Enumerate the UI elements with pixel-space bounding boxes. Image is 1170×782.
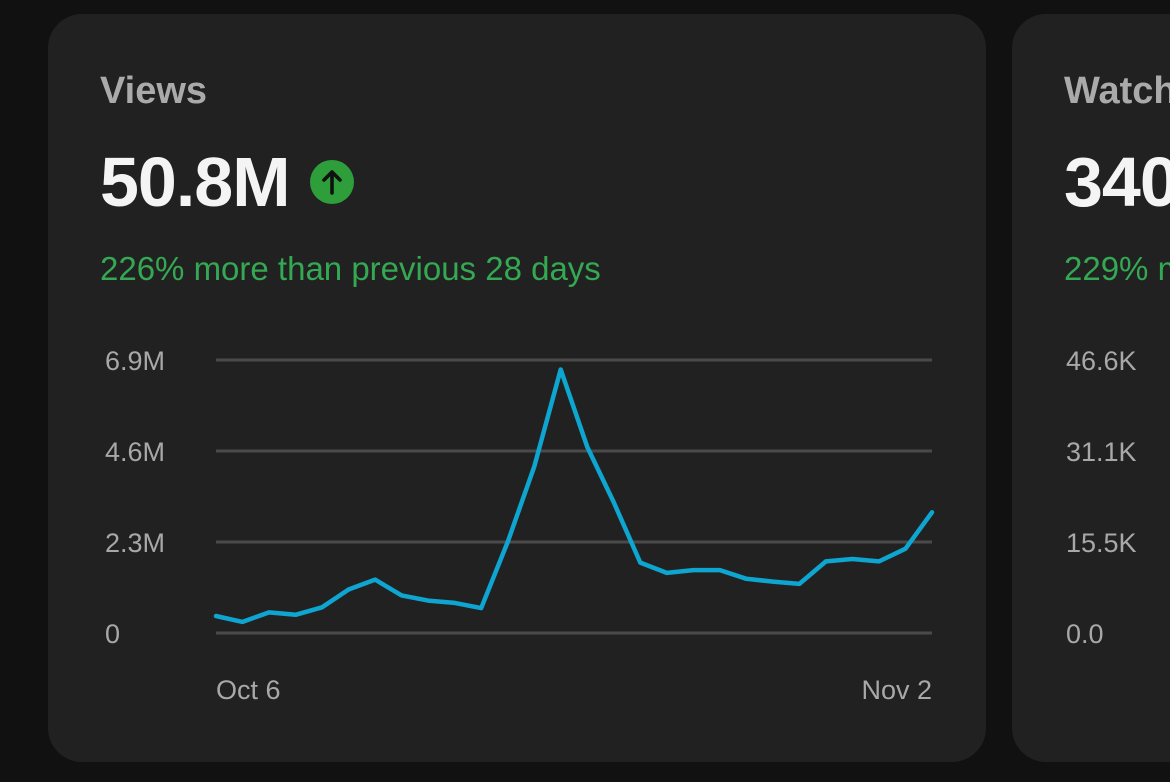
y-tick-label: 2.3M	[105, 528, 165, 558]
metric-title: Views	[100, 70, 208, 112]
y-tick-label: 15.5K	[1066, 528, 1137, 558]
y-tick-label: 0.0	[1066, 619, 1104, 649]
metric-value: 50.8M	[100, 143, 291, 221]
watch-time-line-chart[interactable]: 0.0 15.5K 31.1K 46.6K	[1012, 14, 1170, 762]
y-tick-label: 46.6K	[1066, 346, 1137, 376]
series-line	[213, 367, 935, 625]
metric-change-text: 229% more than previous 28 days	[1064, 250, 1170, 287]
x-tick-label: Nov 2	[861, 675, 932, 705]
metric-title: Watch time (hours)	[1064, 70, 1170, 112]
y-tick-label: 4.6M	[105, 437, 165, 467]
metric-value-row: 50.8M	[100, 142, 354, 222]
y-tick-label: 31.1K	[1066, 437, 1137, 467]
arrow-up-icon	[309, 160, 354, 204]
metric-value: 340.6K	[1064, 143, 1170, 221]
y-tick-label: 0	[105, 619, 120, 649]
views-card[interactable]: Views 50.8M 226% more than previous 28 d…	[48, 14, 986, 762]
views-line-chart[interactable]: 0 2.3M 4.6M 6.9M Oct 6 Nov 2	[48, 14, 986, 762]
metric-value-row: 340.6K	[1064, 142, 1170, 222]
y-tick-label: 6.9M	[105, 346, 165, 376]
x-tick-label: Oct 6	[216, 675, 281, 705]
watch-time-card[interactable]: Watch time (hours) 340.6K 229% more than…	[1012, 14, 1170, 762]
metric-change-text: 226% more than previous 28 days	[100, 250, 601, 287]
